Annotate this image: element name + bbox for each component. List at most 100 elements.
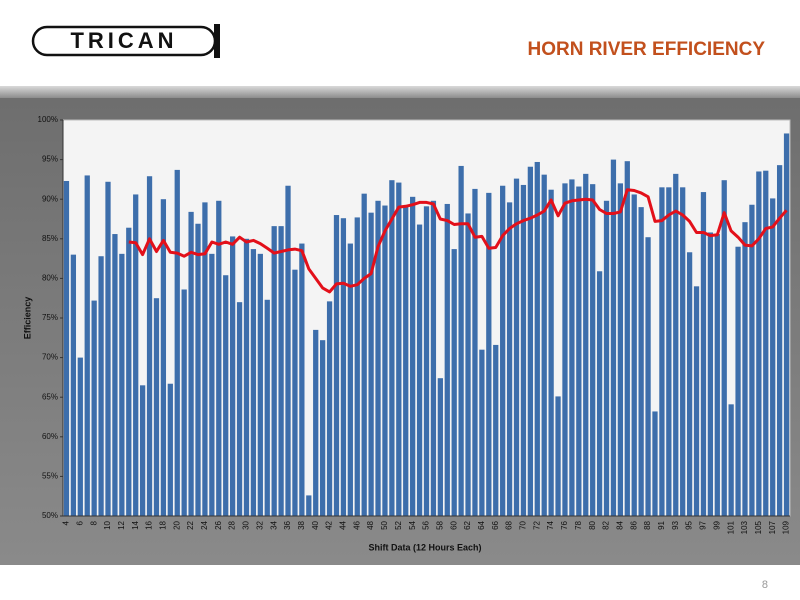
x-tick-label: 56	[422, 520, 431, 529]
bar	[153, 298, 160, 516]
x-tick-label: 14	[131, 520, 140, 529]
bar	[430, 200, 437, 516]
bar	[479, 349, 485, 516]
x-tick-label: 88	[643, 520, 652, 529]
x-tick-label: 54	[408, 520, 417, 529]
bar	[686, 252, 693, 516]
bar	[396, 182, 402, 516]
x-tick-label: 48	[366, 520, 375, 529]
bar	[645, 237, 651, 516]
x-tick-label: 101	[726, 520, 735, 534]
bar	[548, 189, 554, 517]
x-tick-label: 36	[283, 520, 292, 529]
x-tick-label: 34	[269, 520, 278, 529]
bar	[596, 271, 603, 516]
bar	[444, 203, 450, 516]
bar	[742, 222, 748, 516]
bar	[209, 253, 215, 516]
bar	[181, 289, 187, 516]
x-tick-label: 6	[75, 520, 84, 525]
x-axis-label: Shift Data (12 Hours Each)	[368, 542, 481, 552]
x-tick-label: 60	[449, 520, 458, 529]
bar	[389, 180, 395, 516]
y-tick-label: 55%	[42, 472, 58, 481]
x-tick-label: 4	[62, 520, 71, 525]
x-tick-label: 28	[228, 520, 237, 529]
bar	[673, 173, 679, 516]
bar	[63, 180, 70, 516]
x-tick-label: 16	[145, 520, 154, 529]
bar	[700, 192, 707, 516]
bar	[84, 175, 90, 516]
x-tick-label: 46	[352, 520, 361, 529]
bar	[257, 253, 263, 516]
x-tick-label: 42	[325, 520, 334, 529]
bar	[202, 202, 208, 517]
bar	[583, 173, 589, 516]
x-tick-label: 50	[380, 520, 389, 529]
bar	[236, 302, 243, 516]
bar	[728, 404, 734, 516]
bar	[617, 183, 623, 517]
x-tick-label: 105	[754, 520, 763, 534]
bar	[680, 187, 686, 516]
bar	[770, 198, 776, 516]
page-number: 8	[762, 579, 768, 591]
bar	[562, 183, 568, 517]
x-tick-label: 109	[782, 520, 791, 534]
x-tick-label: 24	[200, 520, 209, 529]
bar	[714, 234, 720, 516]
bar	[285, 185, 291, 516]
x-tick-label: 30	[242, 520, 251, 529]
x-tick-label: 72	[532, 520, 541, 529]
bar	[320, 340, 326, 516]
x-tick-label: 74	[546, 520, 555, 529]
bar	[541, 174, 547, 516]
bar	[749, 204, 755, 516]
x-tick-label: 40	[311, 520, 320, 529]
x-tick-label: 44	[339, 520, 348, 529]
x-tick-label: 107	[768, 520, 777, 534]
bar	[472, 188, 478, 517]
bar	[375, 200, 381, 516]
x-tick-label: 68	[505, 520, 514, 529]
bar	[354, 217, 360, 516]
bar	[167, 383, 173, 516]
bar	[195, 223, 201, 516]
bar	[486, 192, 492, 516]
bar	[451, 249, 457, 516]
x-tick-label: 52	[394, 520, 403, 529]
header-band	[0, 86, 800, 98]
x-tick-label: 91	[657, 520, 666, 529]
bar	[403, 205, 409, 516]
bar	[590, 184, 596, 517]
y-tick-label: 80%	[42, 274, 58, 283]
bar	[313, 329, 319, 516]
x-tick-label: 58	[435, 520, 444, 529]
y-tick-label: 95%	[42, 155, 58, 164]
y-tick-label: 90%	[42, 194, 58, 203]
y-tick-label: 60%	[42, 432, 58, 441]
bar	[624, 161, 630, 516]
x-tick-label: 84	[615, 520, 624, 529]
slide-title: HORN RIVER EFFICIENCY	[527, 39, 765, 60]
bar	[756, 171, 762, 517]
bar	[278, 226, 284, 517]
bar	[534, 161, 540, 516]
bar	[783, 133, 790, 517]
bar	[126, 227, 132, 516]
y-tick-label: 70%	[42, 353, 58, 362]
bar	[223, 275, 229, 516]
bar	[133, 194, 139, 516]
bar	[333, 215, 340, 517]
bar	[603, 200, 610, 516]
y-tick-label: 100%	[38, 115, 58, 124]
bar	[119, 253, 125, 516]
bar	[299, 243, 305, 516]
bar	[340, 218, 347, 516]
bar	[423, 206, 430, 516]
x-tick-label: 64	[477, 520, 486, 529]
y-axis-label: Efficiency	[22, 297, 32, 340]
bar	[776, 165, 783, 517]
